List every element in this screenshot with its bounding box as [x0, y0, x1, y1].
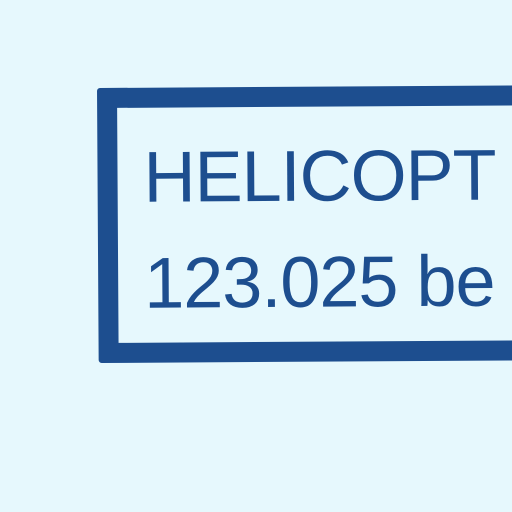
- helicopter-label-text: HELICOPT: [143, 135, 496, 218]
- frequency-label-text: 123.025 be: [143, 241, 495, 324]
- helicopter-frequency-label-box: HELICOPT 123.025 be: [97, 85, 512, 363]
